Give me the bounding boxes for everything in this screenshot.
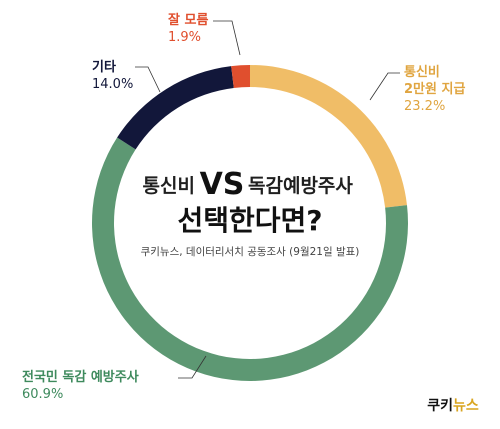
slice-label-0-line-0: 통신비 — [404, 65, 440, 80]
leader-line-3 — [213, 20, 241, 56]
leader-lines — [135, 20, 400, 379]
slice-label-1-line-0: 전국민 독감 예방주사 — [22, 369, 139, 385]
slice-value-0: 23.2% — [404, 99, 445, 114]
logo: 쿠키 뉴스 — [427, 398, 479, 414]
donut-slice-3 — [231, 65, 250, 88]
title-left: 통신비 — [143, 175, 195, 197]
slice-label-2-line-0: 기타 — [92, 59, 116, 75]
leader-line-2 — [135, 66, 161, 93]
title-vs: VS — [200, 167, 245, 202]
logo-part2: 뉴스 — [453, 398, 479, 414]
slice-value-3: 1.9% — [168, 30, 201, 45]
leader-line-1 — [178, 355, 207, 379]
logo-part1: 쿠키 — [427, 398, 453, 414]
donut-slices — [91, 65, 408, 382]
slice-value-2: 14.0% — [92, 77, 133, 92]
center-title: 통신비 VS 독감예방주사 선택한다면? 쿠키뉴스, 데이터리서치 공동조사 (… — [141, 167, 360, 258]
subtitle: 쿠키뉴스, 데이터리서치 공동조사 (9월21일 발표) — [141, 245, 360, 258]
title-line2: 선택한다면? — [177, 204, 322, 237]
donut-slice-2 — [117, 66, 234, 150]
slice-label-3-line-0: 잘 모름 — [168, 13, 208, 28]
donut-slice-0 — [250, 65, 407, 208]
slice-label-0-line-1: 2만원 지급 — [404, 81, 465, 97]
donut-slice-1 — [91, 137, 408, 382]
title-right: 독감예방주사 — [248, 175, 353, 197]
leader-line-0 — [369, 72, 400, 101]
slice-value-1: 60.9% — [22, 387, 63, 402]
